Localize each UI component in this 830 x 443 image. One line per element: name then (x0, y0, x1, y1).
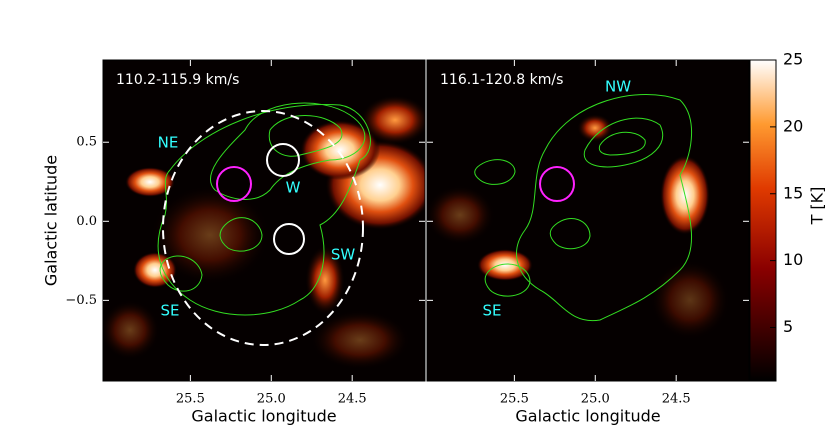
colorbar (749, 59, 777, 382)
colorbar-label: T [K] (808, 187, 827, 226)
axes-frame (426, 59, 750, 382)
region-label: W (286, 179, 301, 197)
region-label: NE (158, 134, 179, 152)
x-tick-label: 25.5 (500, 392, 529, 407)
colorbar-tick-label: 10 (783, 250, 803, 269)
colorbar-tick-label: 20 (783, 116, 803, 135)
panel-title: 116.1-120.8 km/s (440, 72, 563, 88)
panel-image (103, 60, 425, 381)
axes-frame (102, 59, 426, 382)
x-axis-label: Galactic longitude (515, 407, 660, 426)
colorbar-tick-label: 15 (783, 183, 803, 202)
colorbar-tick-label: 5 (783, 317, 793, 336)
colorbar-tick-label: 25 (783, 50, 803, 69)
y-tick-label: 0.5 (76, 135, 97, 150)
region-label: NW (605, 78, 631, 96)
x-tick-label: 25.0 (581, 392, 610, 407)
region-label: SE (161, 302, 180, 320)
y-tick-label: −0.5 (65, 293, 97, 308)
x-tick-label: 25.0 (257, 392, 286, 407)
region-label: SE (483, 302, 502, 320)
panel-title: 110.2-115.9 km/s (116, 72, 239, 88)
y-tick-label: 0.0 (76, 214, 97, 229)
x-tick-label: 24.5 (662, 392, 691, 407)
x-axis-label: Galactic longitude (191, 407, 336, 426)
x-tick-label: 25.5 (176, 392, 205, 407)
panel-image (427, 60, 749, 381)
x-tick-label: 24.5 (338, 392, 367, 407)
region-label: SW (331, 246, 356, 264)
y-axis-label: Galactic latitude (42, 155, 61, 286)
